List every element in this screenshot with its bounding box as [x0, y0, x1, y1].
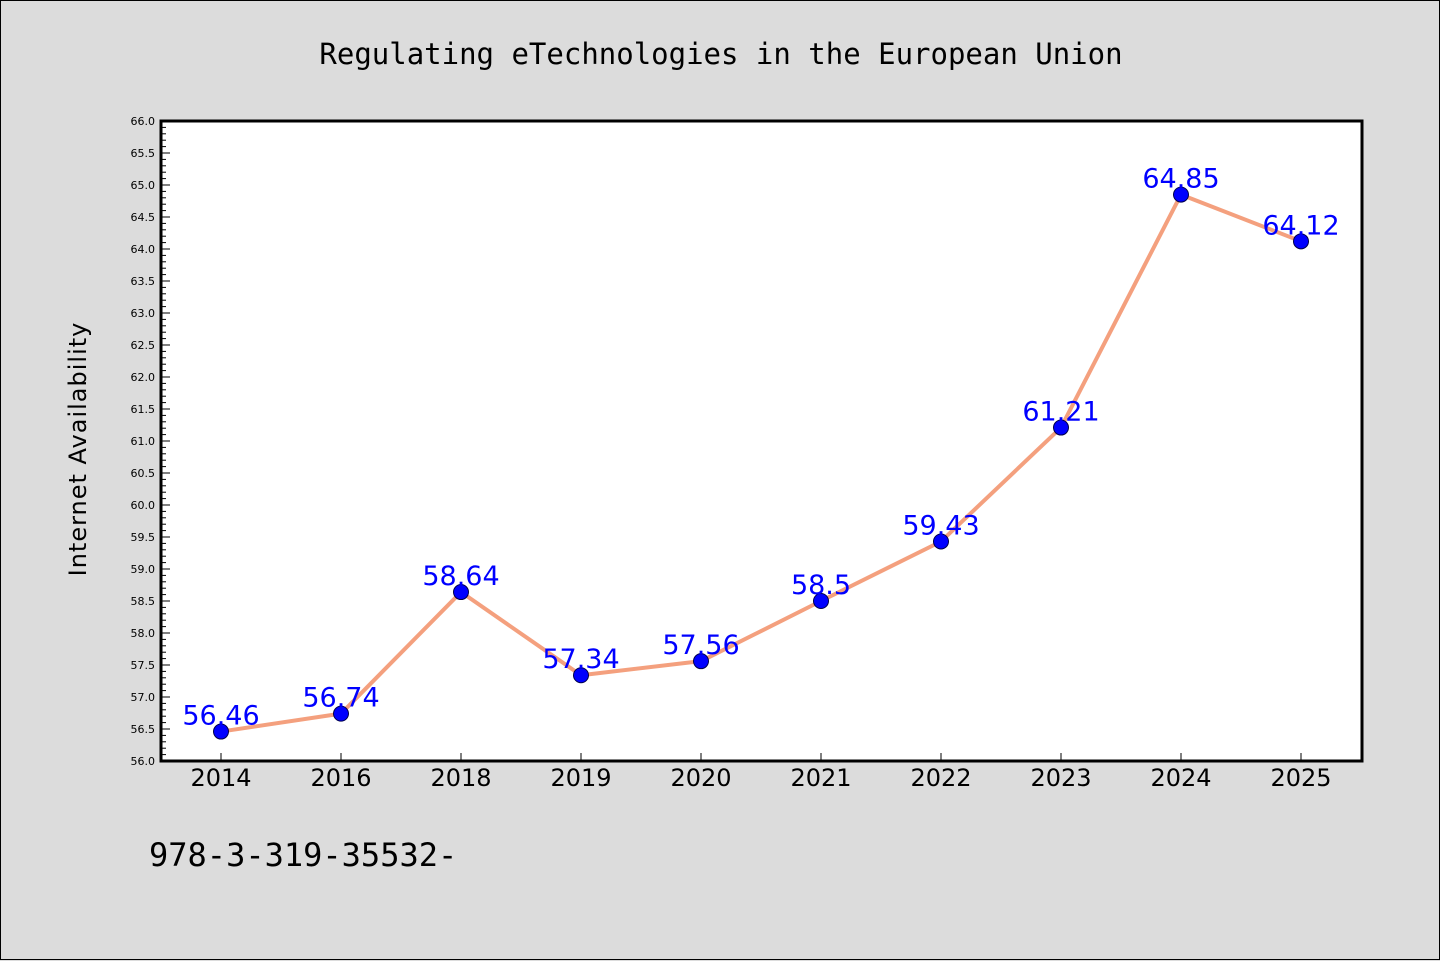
data-label: 57.56 [662, 630, 739, 661]
x-tick-label: 2024 [1150, 764, 1211, 792]
data-point [1053, 419, 1069, 436]
data-label: 56.74 [302, 683, 379, 714]
x-tick-label: 2014 [190, 764, 251, 792]
data-label: 58.5 [791, 570, 851, 601]
series-line-group [219, 192, 1303, 734]
y-tick-label: 60.5 [131, 467, 156, 480]
data-label: 59.43 [902, 510, 979, 541]
data-point [1293, 233, 1309, 250]
y-tick-label: 56.5 [131, 723, 156, 736]
x-tick-label: 2019 [550, 764, 611, 792]
x-tick-label: 2023 [1030, 764, 1091, 792]
y-tick-label: 57.5 [131, 659, 156, 672]
x-tick-label: 2018 [430, 764, 491, 792]
data-point [1173, 186, 1189, 203]
data-point [933, 533, 949, 550]
y-tick-label: 59.0 [131, 563, 156, 576]
x-tick-label: 2020 [670, 764, 731, 792]
y-tick-label: 65.5 [131, 147, 156, 160]
data-label: 57.34 [542, 644, 619, 675]
x-tick-label: 2025 [1270, 764, 1331, 792]
y-tick-label: 64.5 [131, 211, 156, 224]
y-axis-ticks: 56.0 56.5 57.0 57.5 58.0 58.5 59.0 59.5 60.0 60.5… [131, 115, 170, 768]
data-point [453, 584, 469, 601]
y-tick-label: 61.5 [131, 403, 156, 416]
y-tick-label: 56.0 [131, 755, 156, 768]
y-tick-label: 62.0 [131, 371, 156, 384]
chart-title: Regulating eTechnologies in the European… [319, 37, 1122, 71]
x-axis-ticks: 2014 2016 2018 2019 2020 2021 2022 2023 2024 2025 [190, 753, 1332, 792]
x-tick-label: 2021 [790, 764, 851, 792]
y-tick-label: 62.5 [131, 339, 156, 352]
data-point [813, 593, 829, 609]
plot-frame [159, 119, 1364, 763]
data-point [213, 723, 229, 740]
x-tick-label: 2022 [910, 764, 971, 792]
footer-isbn-text: 978-3-319-35532- [149, 836, 457, 874]
data-labels: 56.46 56.74 58.64 57.34 57.56 58.5 59.43 61.21 6… [182, 164, 1339, 732]
y-tick-label: 61.0 [131, 435, 156, 448]
y-tick-label: 59.5 [131, 531, 156, 544]
y-tick-label: 58.5 [131, 595, 156, 608]
data-markers [213, 186, 1309, 740]
plot-area [161, 121, 1362, 761]
data-point [333, 705, 349, 722]
series-line [219, 192, 1303, 734]
data-label: 64.85 [1142, 164, 1219, 195]
data-point [693, 653, 709, 670]
y-tick-label: 60.0 [131, 499, 156, 512]
data-label: 58.64 [422, 561, 499, 592]
data-label: 64.12 [1262, 210, 1339, 241]
y-tick-label: 66.0 [131, 115, 156, 128]
x-tick-label: 2016 [310, 764, 371, 792]
data-point [573, 667, 589, 684]
y-tick-label: 63.5 [131, 275, 156, 288]
y-tick-label: 57.0 [131, 691, 156, 704]
y-tick-label: 64.0 [131, 243, 156, 256]
y-tick-label: 65.0 [131, 179, 156, 192]
y-axis-label: Internet Availability [64, 322, 92, 577]
data-label: 56.46 [182, 701, 259, 732]
data-label: 61.21 [1022, 397, 1099, 428]
y-tick-label: 58.0 [131, 627, 156, 640]
y-tick-label: 63.0 [131, 307, 156, 320]
